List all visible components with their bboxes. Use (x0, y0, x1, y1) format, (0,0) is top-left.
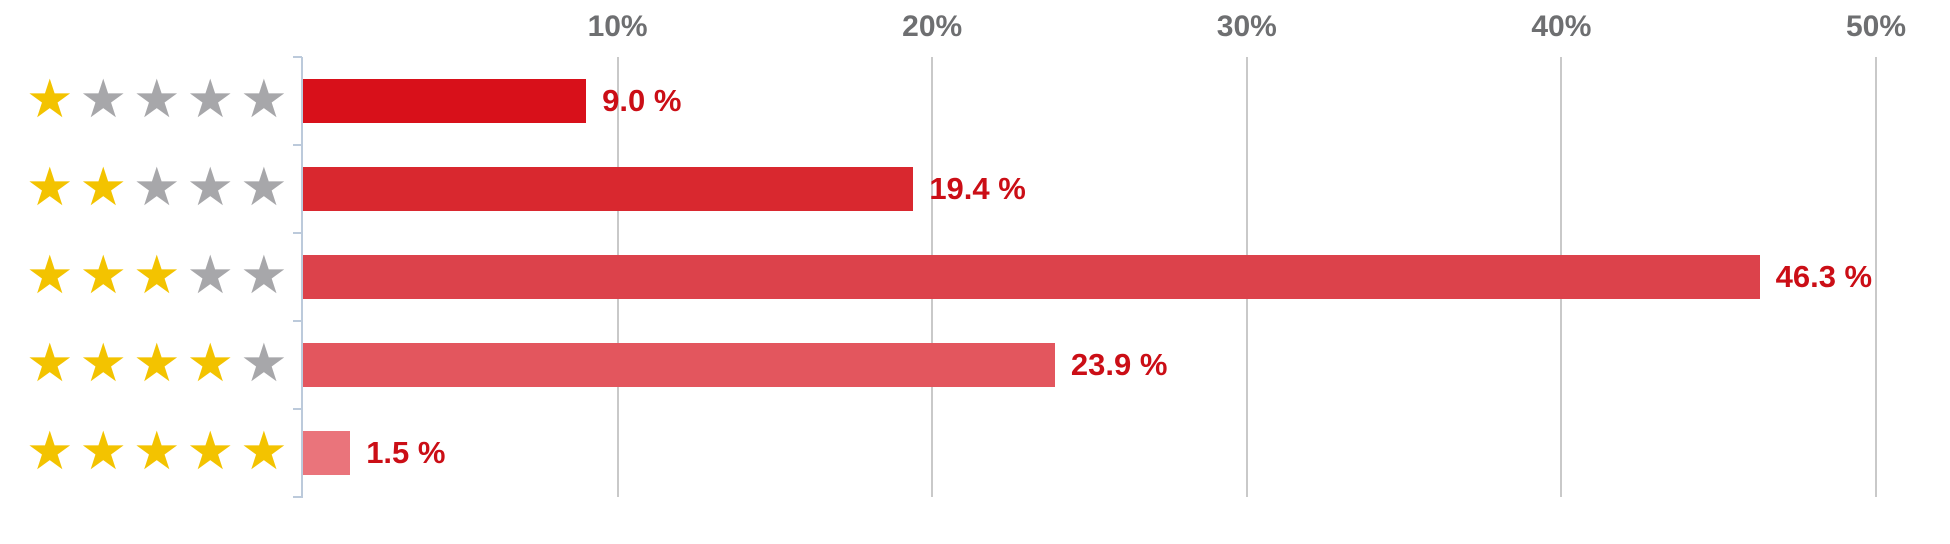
star-empty-icon: ★ (240, 245, 288, 305)
rating-stars-2: ★ ★ ★ ★ ★ (26, 145, 288, 233)
rating-stars-1: ★ ★ ★ ★ ★ (26, 57, 288, 145)
star-filled-icon: ★ (133, 421, 181, 481)
y-axis-tick (293, 56, 302, 58)
star-empty-icon: ★ (133, 69, 181, 129)
gridline (1875, 57, 1877, 497)
bar-5-stars (303, 431, 351, 475)
star-empty-icon: ★ (79, 69, 128, 129)
bar-value-label: 19.4 % (929, 171, 1026, 206)
star-filled-icon: ★ (133, 245, 181, 305)
y-axis-tick (293, 232, 302, 234)
star-empty-icon: ★ (186, 245, 235, 305)
y-axis-tick (293, 144, 302, 146)
star-filled-icon: ★ (26, 157, 74, 217)
bar-value-label: 1.5 % (366, 435, 446, 470)
rating-stars-3: ★ ★ ★ ★ ★ (26, 233, 288, 321)
star-empty-icon: ★ (186, 157, 235, 217)
bar-1-star (303, 79, 587, 123)
star-filled-icon: ★ (26, 245, 74, 305)
bar-value-label: 9.0 % (602, 83, 682, 118)
star-empty-icon: ★ (240, 69, 288, 129)
rating-stars-4: ★ ★ ★ ★ ★ (26, 321, 288, 409)
star-filled-icon: ★ (79, 245, 128, 305)
star-filled-icon: ★ (79, 157, 128, 217)
bar-2-stars (303, 167, 914, 211)
star-filled-icon: ★ (79, 333, 128, 393)
star-filled-icon: ★ (186, 333, 235, 393)
y-axis-line (301, 57, 303, 498)
y-axis-tick (293, 496, 302, 498)
star-filled-icon: ★ (26, 69, 74, 129)
y-axis-tick (293, 408, 302, 410)
bar-4-stars (303, 343, 1055, 387)
bar-3-stars (303, 255, 1760, 299)
rating-stars-5: ★ ★ ★ ★ ★ (26, 409, 288, 497)
bar-value-label: 23.9 % (1070, 347, 1168, 382)
x-tick-label: 50% (1845, 10, 1907, 43)
x-tick-label: 10% (587, 10, 648, 43)
star-filled-icon: ★ (79, 421, 128, 481)
x-tick-label: 20% (902, 10, 963, 43)
star-filled-icon: ★ (240, 421, 288, 481)
star-filled-icon: ★ (133, 333, 181, 393)
star-empty-icon: ★ (240, 157, 288, 217)
star-filled-icon: ★ (26, 333, 74, 393)
star-empty-icon: ★ (240, 333, 288, 393)
x-tick-label: 30% (1216, 10, 1277, 43)
star-empty-icon: ★ (186, 69, 235, 129)
bar-value-label: 46.3 % (1775, 259, 1873, 294)
star-empty-icon: ★ (133, 157, 181, 217)
star-filled-icon: ★ (26, 421, 74, 481)
y-axis-tick (293, 320, 302, 322)
star-filled-icon: ★ (186, 421, 235, 481)
x-tick-label: 40% (1531, 10, 1592, 43)
